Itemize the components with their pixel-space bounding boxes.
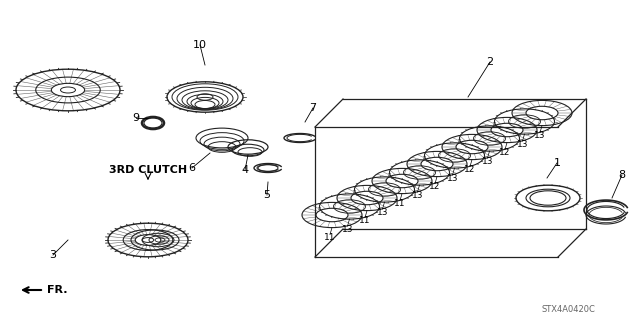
Text: 2: 2 [486,57,493,67]
Text: 5: 5 [264,190,271,200]
Text: 10: 10 [193,40,207,50]
Text: 11: 11 [359,216,371,225]
Text: 12: 12 [464,165,476,174]
Text: 13: 13 [377,208,388,217]
Text: 13: 13 [342,225,353,234]
Text: STX4A0420C: STX4A0420C [541,306,595,315]
Text: FR.: FR. [47,285,67,295]
Text: 13: 13 [412,190,423,200]
Text: 13: 13 [482,157,493,166]
Text: 8: 8 [618,170,625,180]
Text: 12: 12 [499,148,511,157]
Text: 13: 13 [447,174,458,182]
Text: 4: 4 [241,165,248,175]
Text: 3RD CLUTCH: 3RD CLUTCH [109,165,187,175]
Text: 13: 13 [534,131,546,140]
Text: 1: 1 [554,158,561,168]
Text: 9: 9 [132,113,140,123]
Text: 12: 12 [429,182,441,191]
Text: 13: 13 [516,140,528,149]
Text: 3: 3 [49,250,56,260]
Text: 11: 11 [394,199,406,208]
Text: 6: 6 [189,163,195,173]
Text: 11: 11 [324,233,336,242]
Text: 7: 7 [309,103,317,113]
